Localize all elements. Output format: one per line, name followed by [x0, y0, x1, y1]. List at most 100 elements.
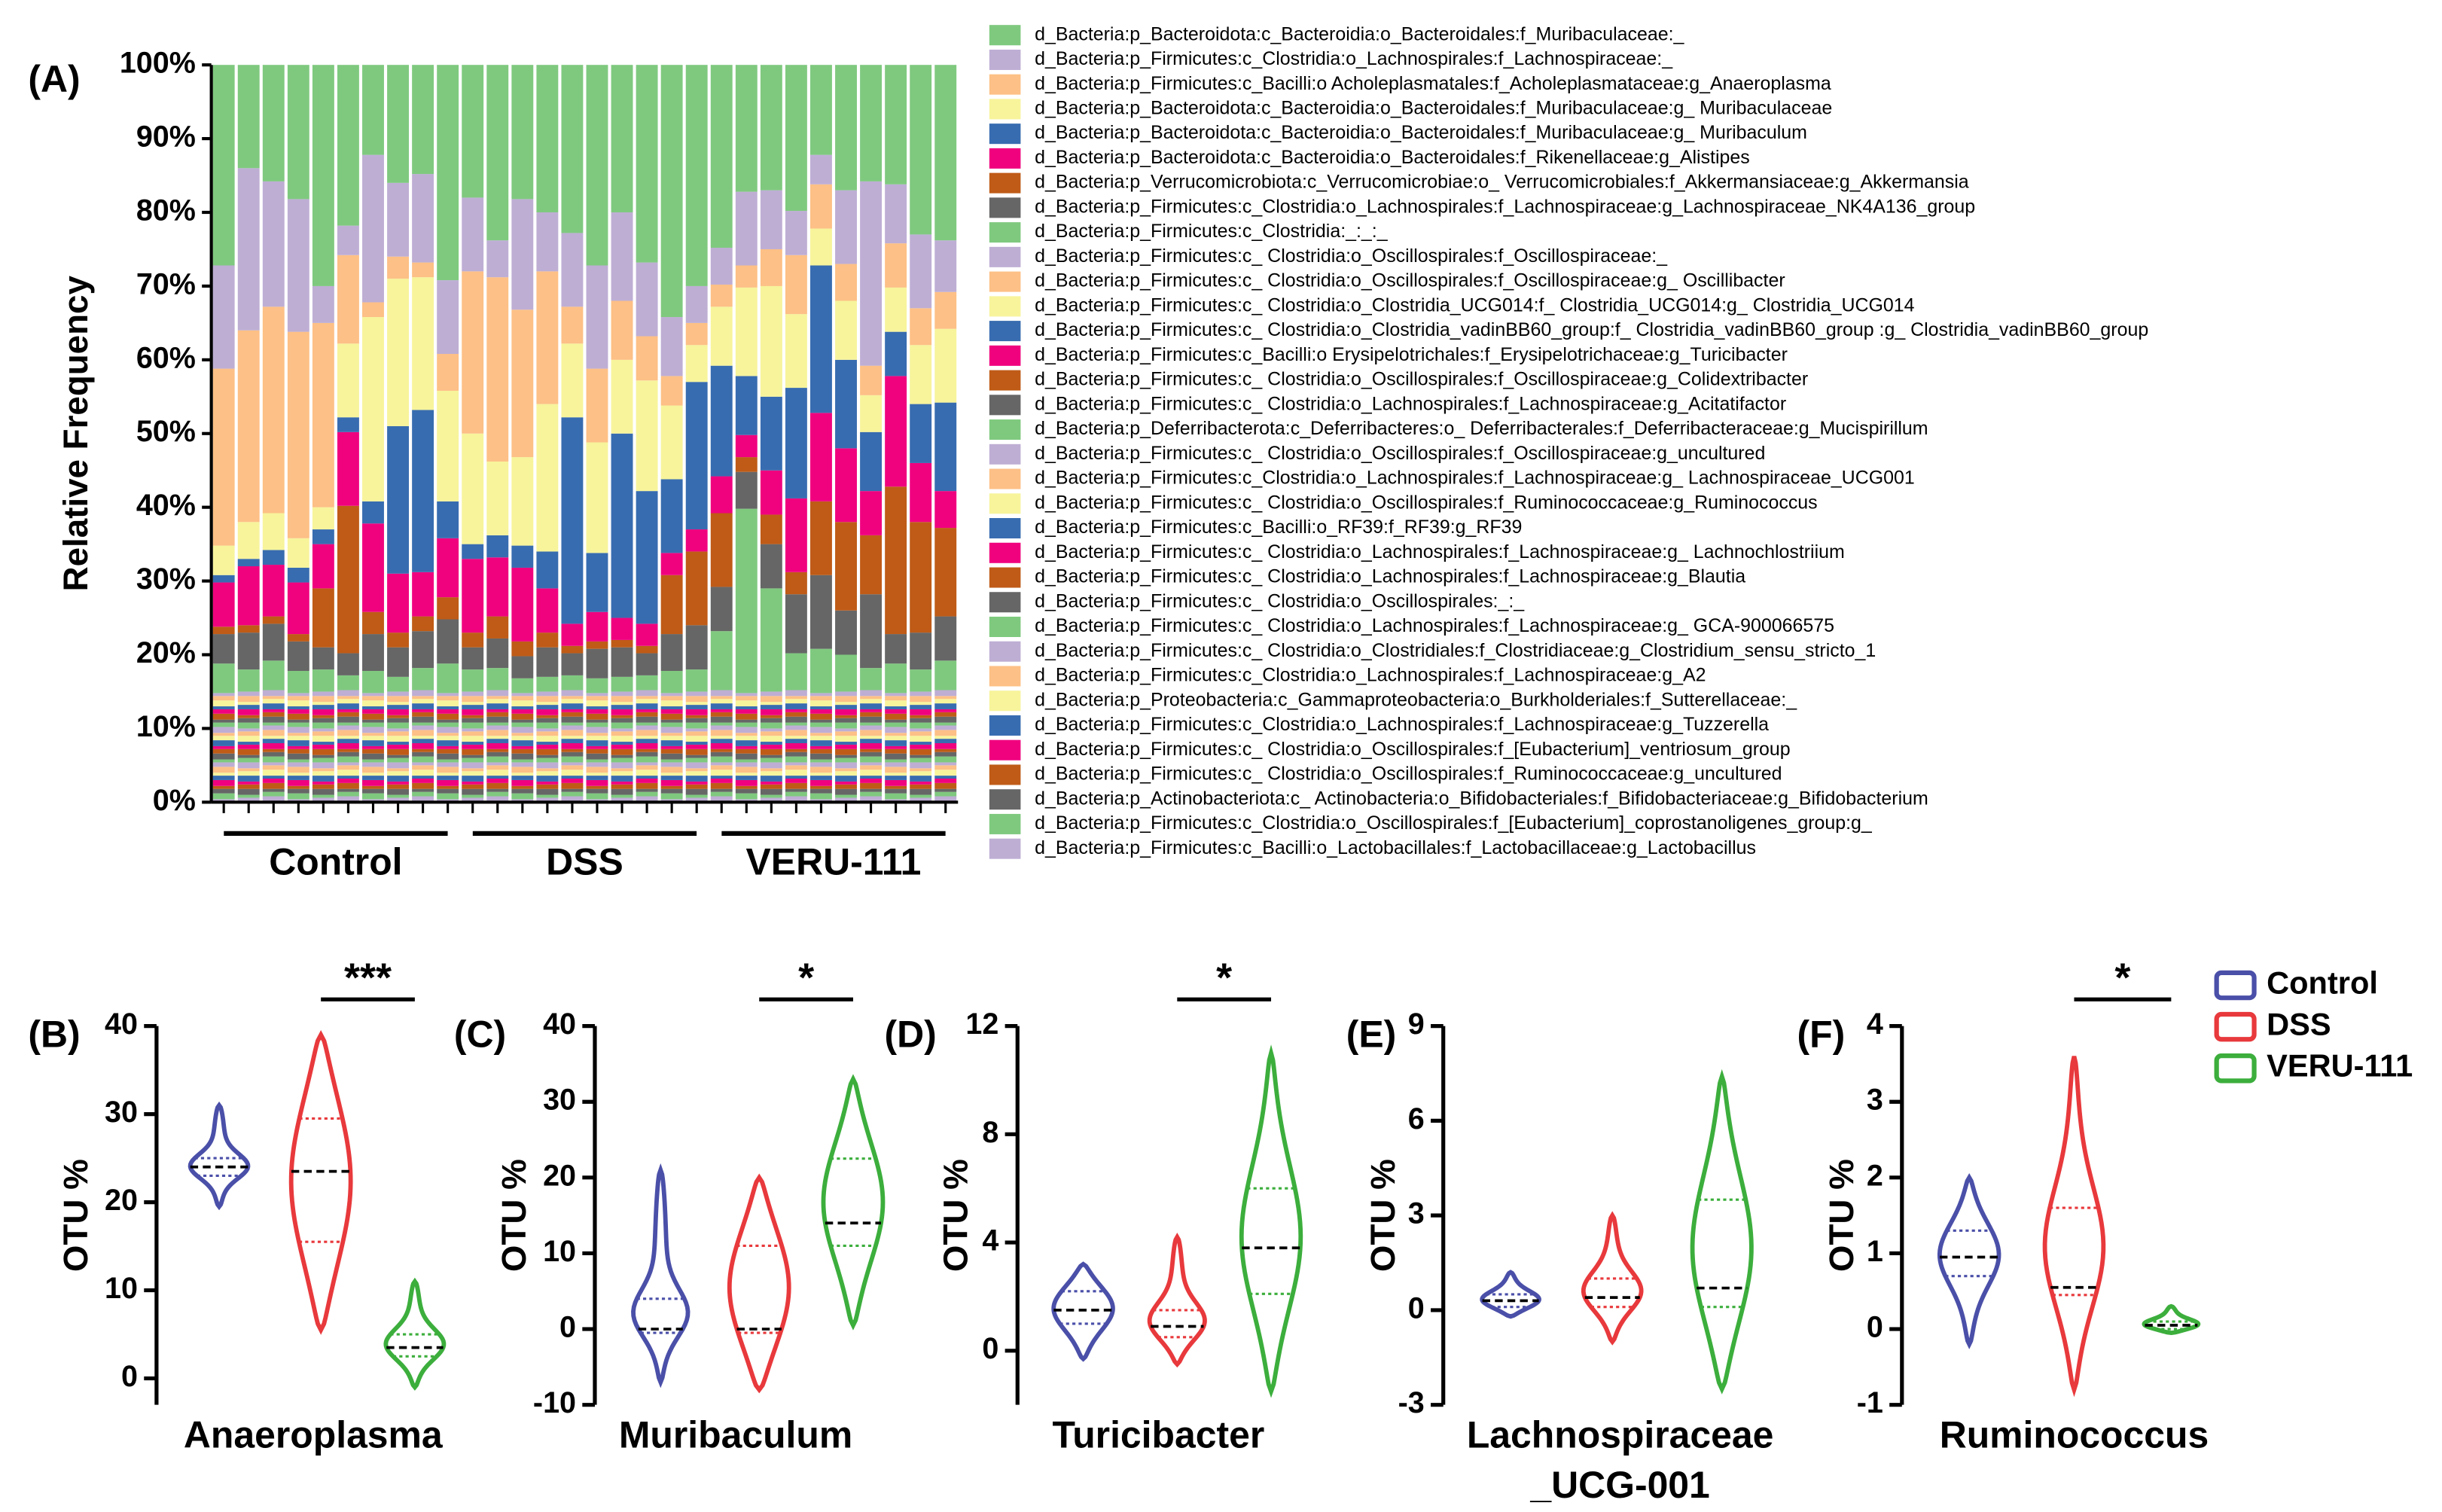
bar-segment — [685, 696, 708, 703]
legend-swatch — [989, 395, 1021, 416]
bar-segment — [287, 788, 309, 794]
bar-segment — [685, 322, 708, 346]
bar-segment — [337, 505, 359, 654]
bar-segment — [312, 736, 334, 742]
bar-segment — [287, 722, 309, 727]
bar-segment — [685, 65, 708, 286]
bar-segment — [611, 797, 633, 803]
bar-segment — [337, 736, 359, 739]
bar-segment — [362, 611, 384, 635]
bar-segment — [536, 691, 559, 697]
bar-segment — [660, 727, 683, 733]
bar-segment — [312, 781, 334, 785]
bar-segment — [412, 770, 434, 776]
bar-segment — [910, 784, 932, 789]
bar-segment — [735, 65, 758, 192]
bar-segment — [910, 758, 932, 763]
bar-segment — [312, 722, 334, 729]
bar-segment — [486, 65, 509, 241]
legend-swatch — [989, 542, 1021, 563]
bar-segment — [387, 696, 409, 703]
bar-segment — [785, 690, 807, 697]
bar-segment — [934, 722, 957, 726]
bar-segment — [337, 65, 359, 226]
legend-label: d_Bacteria:p_Firmicutes:c_Clostridia:_:_… — [1035, 221, 1389, 242]
bar-segment — [437, 745, 459, 749]
bar-segment — [362, 713, 384, 720]
bar-segment — [262, 616, 285, 624]
y-axis-label: OTU % — [936, 1159, 974, 1272]
bar-segment — [312, 728, 334, 732]
bar-segment — [910, 776, 932, 782]
bar-segment — [586, 709, 608, 714]
bar-segment — [511, 779, 534, 786]
bar-segment — [561, 699, 584, 704]
legend-label: Control — [2267, 965, 2378, 1001]
violin — [1690, 1068, 1754, 1395]
bar-segment — [910, 65, 932, 235]
bar-segment — [735, 696, 758, 701]
bar-segment — [910, 736, 932, 742]
bar-segment — [337, 696, 359, 700]
bar-segment — [785, 699, 807, 704]
bar-segment — [536, 771, 559, 776]
bar-segment — [860, 751, 883, 757]
bar-segment — [586, 611, 608, 642]
bar-segment — [735, 508, 758, 694]
bar-segment — [486, 277, 509, 462]
bar-segment — [934, 660, 957, 690]
bar-segment — [237, 669, 260, 692]
bar-segment — [636, 262, 658, 337]
bar-segment — [735, 265, 758, 288]
bar-segment — [212, 773, 235, 776]
bar-segment — [237, 736, 260, 742]
bar-segment — [910, 731, 932, 736]
bar-segment — [337, 776, 359, 779]
bar-segment — [910, 781, 932, 785]
bar-segment — [934, 699, 957, 704]
bar-segment — [760, 784, 782, 789]
bar-segment — [636, 675, 658, 690]
bar-segment — [835, 776, 857, 782]
bar-segment — [586, 776, 608, 780]
bar-segment — [660, 733, 683, 736]
bar-segment — [262, 565, 285, 617]
bar-segment — [710, 248, 733, 285]
bar-segment — [486, 796, 509, 803]
bar-segment — [337, 762, 359, 766]
bar-segment — [586, 706, 608, 709]
bar-segment — [212, 719, 235, 723]
bar-segment — [685, 702, 708, 706]
bar-segment — [611, 776, 633, 782]
bar-segment — [810, 759, 832, 763]
bar-segment — [910, 709, 932, 715]
legend-label: d_Bacteria:p_Firmicutes:c_Clostridia:o_L… — [1035, 665, 1706, 686]
bar-segment — [860, 736, 883, 739]
legend-swatch — [989, 222, 1021, 243]
bar-segment — [910, 715, 932, 718]
bar-segment — [785, 751, 807, 757]
bar-segment — [910, 669, 932, 692]
bar-segment — [710, 709, 733, 712]
bar-segment — [387, 425, 409, 574]
bar-segment — [636, 380, 658, 492]
bar-segment — [536, 728, 559, 732]
bar-segment — [387, 731, 409, 736]
bar-segment — [337, 791, 359, 797]
bar-segment — [735, 287, 758, 376]
bar-segment — [835, 709, 857, 715]
bar-segment — [237, 722, 260, 729]
bar-segment — [486, 722, 509, 726]
bar-segment — [312, 748, 334, 755]
bar-segment — [437, 719, 459, 723]
bar-segment — [561, 65, 584, 233]
bar-segment — [262, 756, 285, 763]
bar-segment — [262, 762, 285, 766]
bar-segment — [362, 745, 384, 749]
bar-segment — [810, 700, 832, 707]
significance-label: * — [1216, 956, 1232, 1001]
legend-label: d_Bacteria:p_Firmicutes:c_ Clostridia:o_… — [1035, 541, 1845, 562]
y-tick-label: 10 — [105, 1272, 138, 1305]
bar-segment — [810, 65, 832, 155]
